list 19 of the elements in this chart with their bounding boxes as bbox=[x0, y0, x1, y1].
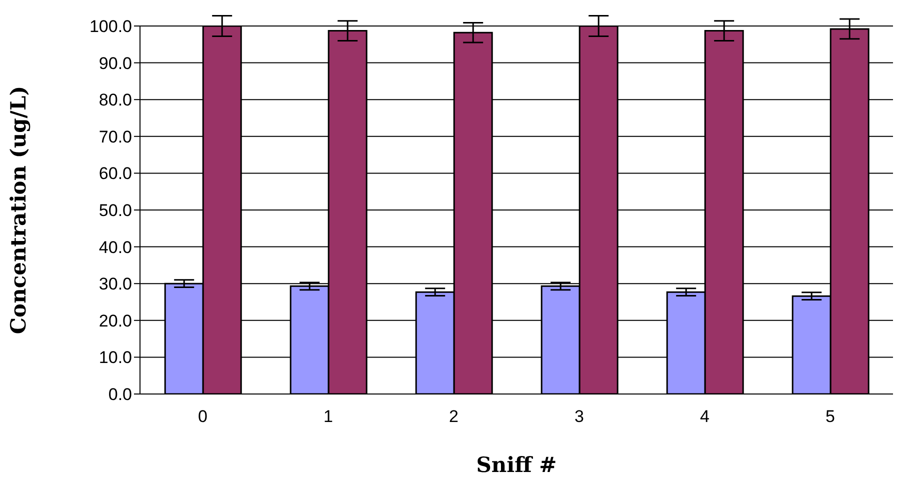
y-tick-label: 100.0 bbox=[89, 17, 132, 36]
y-tick-label: 90.0 bbox=[98, 54, 132, 73]
y-tick-label: 80.0 bbox=[98, 90, 132, 110]
x-tick-label: 1 bbox=[324, 407, 333, 426]
y-tick-label: 10.0 bbox=[98, 348, 132, 368]
y-tick-label: 70.0 bbox=[98, 127, 132, 146]
y-tick-label: 60.0 bbox=[98, 164, 132, 184]
y-tick-label: 30.0 bbox=[98, 274, 132, 294]
x-axis-title: Sniff # bbox=[476, 452, 557, 477]
x-tick-label: 5 bbox=[826, 407, 835, 426]
x-tick-label: 2 bbox=[449, 407, 458, 426]
y-tick-label: 0.0 bbox=[108, 385, 132, 404]
y-tick-label: 20.0 bbox=[98, 311, 132, 330]
x-tick-label: 3 bbox=[574, 407, 584, 426]
y-tick-label: 40.0 bbox=[98, 238, 132, 257]
y-tick-label: 50.0 bbox=[98, 201, 132, 220]
x-tick-label: 4 bbox=[700, 407, 710, 426]
y-axis-title: Concentration (ug/L) bbox=[5, 86, 30, 334]
x-tick-label: 0 bbox=[198, 407, 208, 426]
